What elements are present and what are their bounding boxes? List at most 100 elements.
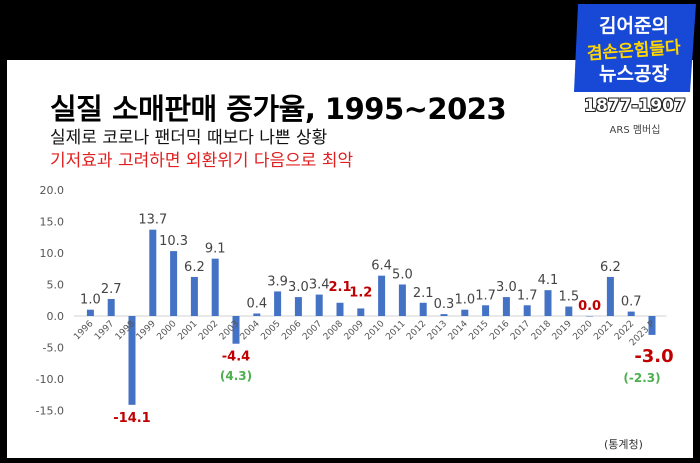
bar-value-label: 3.4	[309, 278, 330, 293]
subtitle-highlight: 기저효과 고려하면 외환위기 다음으로 최악	[50, 151, 354, 171]
page-title: 실질 소매판매 증가율, 1995~2023	[50, 92, 507, 126]
bar	[606, 276, 614, 316]
subtitle-primary: 실제로 코로나 팬더믹 때보다 나쁜 상황	[50, 128, 328, 148]
bar-value-label: 5.0	[392, 268, 413, 283]
x-tick-label: 2019	[551, 319, 574, 342]
y-tick-label: -5.0	[43, 342, 64, 355]
bar-value-label: 3.0	[496, 280, 517, 295]
x-tick-label: 2001	[176, 319, 199, 342]
bar-value-label: 13.7	[138, 213, 167, 228]
bar	[274, 291, 282, 316]
bar	[419, 302, 427, 316]
bar-value-label: 6.2	[600, 260, 621, 275]
y-tick-label: 15.0	[40, 216, 65, 229]
bar	[378, 275, 386, 316]
x-tick-label: 2002	[197, 319, 220, 342]
logo-line1: 김어준의	[599, 15, 669, 37]
ars-membership: ARS 멤버십	[609, 125, 661, 136]
bar-value-label: 0.3	[434, 297, 455, 312]
bar-value-label: 2.1	[413, 286, 434, 301]
bar	[315, 294, 323, 316]
x-tick-label: 2016	[488, 319, 511, 342]
adjusted-annotation: (-2.3)	[623, 371, 660, 385]
bar-value-label: 0.0	[578, 299, 601, 314]
bar-value-label: 1.7	[475, 288, 496, 303]
slide-panel	[7, 60, 693, 458]
x-tick-label: 2020	[571, 319, 594, 342]
x-tick-label: 1997	[93, 319, 116, 342]
bar	[586, 316, 594, 317]
x-tick-label: 2004	[239, 319, 262, 342]
bar	[232, 316, 240, 344]
bar	[461, 309, 469, 316]
x-tick-label: 2011	[384, 319, 407, 342]
bar	[648, 316, 656, 335]
bar-value-label: 1.0	[454, 293, 475, 308]
y-tick-label: -15.0	[36, 405, 64, 418]
x-tick-label: 2005	[259, 319, 282, 342]
bar	[627, 311, 635, 316]
bar	[86, 309, 94, 316]
bar	[128, 316, 136, 405]
bar	[336, 302, 344, 316]
bar	[294, 297, 302, 316]
bar-value-label: 0.7	[621, 295, 642, 310]
bar-value-label: 10.3	[159, 234, 188, 249]
bar	[211, 258, 219, 316]
x-tick-label: 2017	[509, 319, 532, 342]
bar-value-label: 9.1	[205, 242, 226, 257]
bar	[190, 276, 198, 316]
logo-line3: 뉴스공장	[599, 63, 669, 85]
bar-value-label: 6.4	[371, 259, 392, 274]
x-tick-label: 2006	[280, 319, 303, 342]
bar	[170, 251, 178, 316]
source-note: (통계청)	[604, 438, 643, 451]
bar-value-label: 0.4	[246, 296, 267, 311]
y-tick-label: 20.0	[40, 184, 65, 197]
y-tick-label: 5.0	[47, 279, 65, 292]
bar-value-label: -4.4	[222, 350, 250, 365]
x-tick-label: 2013	[426, 319, 449, 342]
x-tick-label: 2009	[343, 319, 366, 342]
bar-value-label: 2.1	[328, 280, 351, 295]
x-tick-label: 2008	[322, 319, 345, 342]
bar	[357, 308, 365, 316]
bar	[149, 229, 157, 316]
y-tick-label: 0.0	[47, 310, 65, 323]
bar	[253, 313, 261, 316]
adjusted-annotation: (4.3)	[220, 369, 252, 383]
bar	[565, 306, 573, 316]
bar-value-label: 3.9	[267, 274, 288, 289]
bar-value-label: -14.1	[113, 411, 150, 426]
x-tick-label: 2021	[592, 319, 615, 342]
bar-value-label: 1.7	[517, 288, 538, 303]
bar-value-label: -3.0	[634, 346, 673, 367]
bar-value-label: 4.1	[538, 273, 559, 288]
bar-value-label: 1.0	[80, 293, 101, 308]
bar	[523, 305, 531, 316]
bar	[502, 297, 510, 316]
bar-value-label: 2.7	[101, 282, 122, 297]
x-tick-label: 2014	[447, 319, 470, 342]
x-tick-label: 2007	[301, 319, 324, 342]
bar	[482, 305, 490, 316]
x-tick-label: 1999	[135, 319, 158, 342]
y-tick-label: 10.0	[40, 247, 65, 260]
x-tick-label: 2010	[363, 319, 386, 342]
news-factory-logo: 김어준의 겸손은힘들다 뉴스공장	[574, 4, 696, 92]
bar	[440, 314, 448, 316]
bar-value-label: 6.2	[184, 260, 205, 275]
bar-value-label: 1.2	[349, 285, 372, 300]
bar-value-label: 1.5	[558, 290, 579, 305]
x-tick-label: 2012	[405, 319, 428, 342]
x-tick-label: 2000	[155, 319, 178, 342]
x-tick-label: 1996	[72, 319, 95, 342]
bar	[398, 284, 406, 316]
phone-range: 1877-1907	[584, 96, 686, 116]
x-tick-label: 2015	[467, 319, 490, 342]
bar	[544, 290, 552, 316]
bar	[107, 298, 115, 316]
x-tick-label: 2018	[530, 319, 553, 342]
bar-value-label: 3.0	[288, 280, 309, 295]
